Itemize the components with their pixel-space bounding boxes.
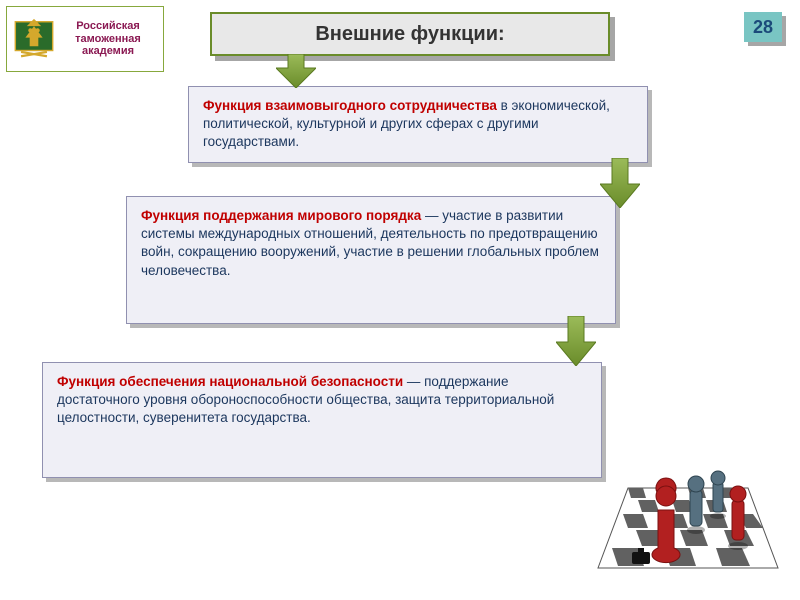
- logo-text: Российская таможенная академия: [57, 20, 159, 58]
- function-box-security: Функция обеспечения национальной безопас…: [42, 362, 602, 478]
- briefcase-icon: [632, 552, 650, 564]
- function-box-cooperation: Функция взаимовыгодного сотрудничества в…: [188, 86, 648, 163]
- slide-title-text: Внешние функции:: [315, 23, 504, 46]
- chessboard-figures-icon: [588, 438, 788, 588]
- customs-emblem-icon: [11, 9, 57, 69]
- page-number-value: 28: [753, 17, 773, 38]
- page-number: 28: [744, 12, 782, 42]
- function-lead: Функция взаимовыгодного сотрудничества: [203, 98, 501, 113]
- arrow-down-icon: [276, 54, 316, 88]
- arrow-down-icon: [556, 316, 596, 366]
- arrow-down-icon: [600, 158, 640, 208]
- slide-title: Внешние функции:: [210, 12, 610, 56]
- function-lead: Функция поддержания мирового порядка: [141, 208, 425, 223]
- logo-box: Российская таможенная академия: [6, 6, 164, 72]
- function-box-world-order: Функция поддержания мирового порядка — у…: [126, 196, 616, 324]
- function-lead: Функция обеспечения национальной безопас…: [57, 374, 407, 389]
